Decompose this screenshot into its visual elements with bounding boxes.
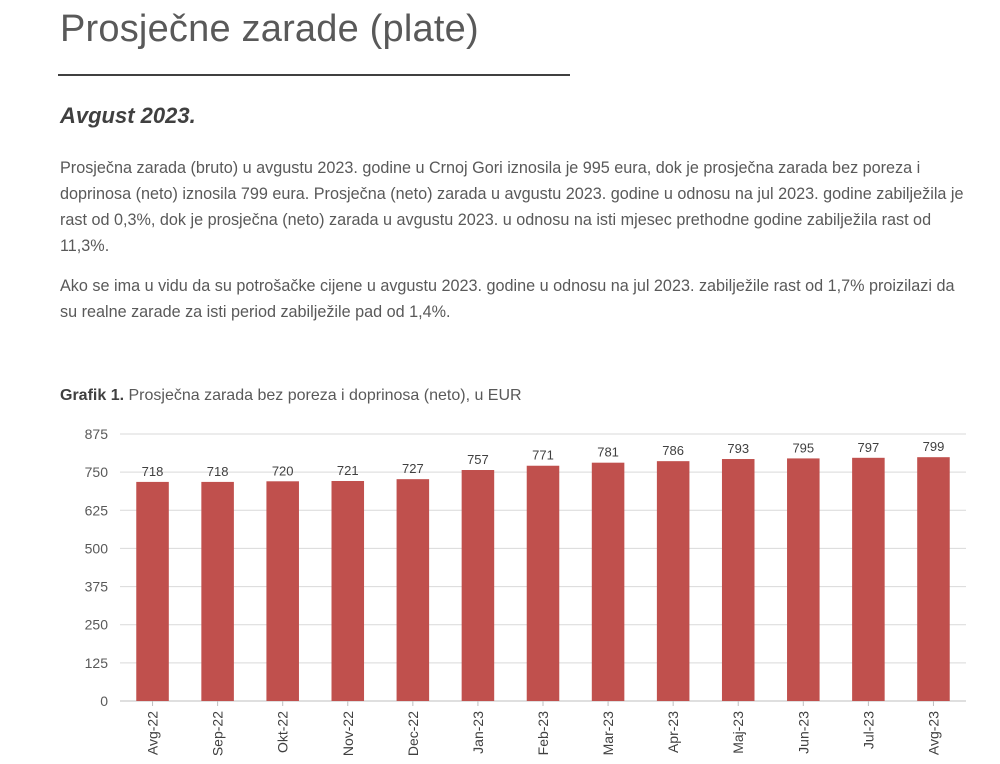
bar bbox=[917, 457, 950, 701]
x-tick-label: Mar-23 bbox=[600, 711, 616, 756]
y-tick-label: 500 bbox=[85, 540, 109, 556]
bar bbox=[721, 459, 755, 701]
paragraph-real-wages: Ako se ima u vidu da su potrošačke cijen… bbox=[60, 277, 955, 321]
bar-value-label: 721 bbox=[337, 463, 359, 478]
bar bbox=[331, 480, 365, 701]
y-tick-label: 250 bbox=[85, 617, 109, 633]
x-tick-label: Sep-22 bbox=[210, 711, 226, 756]
x-tick-label: Okt-22 bbox=[275, 711, 291, 753]
x-axis-ticks: Avg-22 Sep-22 Okt-22 Nov-22 Dec-22 Jan-23 Feb-… bbox=[145, 701, 941, 756]
bar bbox=[526, 465, 560, 701]
bar bbox=[136, 481, 169, 701]
x-tick-label: Feb-23 bbox=[535, 711, 551, 756]
bar bbox=[201, 481, 234, 701]
x-tick-label: Jun-23 bbox=[795, 711, 811, 754]
bar bbox=[787, 458, 820, 701]
bar-value-label: 771 bbox=[532, 448, 554, 463]
chart-bars bbox=[136, 457, 950, 701]
y-tick-label: 0 bbox=[100, 693, 108, 709]
y-tick-label: 750 bbox=[85, 464, 109, 480]
bar-value-label: 720 bbox=[272, 463, 294, 478]
y-tick-label: 875 bbox=[85, 426, 109, 442]
x-tick-label: Jan-23 bbox=[470, 711, 486, 754]
bar-value-label: 757 bbox=[467, 452, 489, 467]
x-tick-label: Jul-23 bbox=[860, 711, 876, 749]
bar-data-labels: 718 718 720 721 727 757 771 781 786 793 795 797 799 bbox=[142, 439, 945, 479]
x-tick-label: Dec-22 bbox=[405, 711, 421, 756]
section-subtitle: Avgust 2023. bbox=[60, 103, 196, 128]
x-tick-label: Avg-23 bbox=[925, 711, 941, 755]
y-tick-label: 375 bbox=[85, 579, 109, 595]
bar bbox=[266, 481, 299, 701]
bar-value-label: 795 bbox=[792, 440, 814, 455]
chart-caption: Grafik 1. Prosječna zarada bez poreza i … bbox=[60, 387, 522, 405]
bar-value-label: 718 bbox=[142, 464, 164, 479]
bar-value-label: 799 bbox=[923, 439, 945, 454]
bar-value-label: 718 bbox=[207, 464, 229, 479]
bar-value-label: 786 bbox=[662, 443, 684, 458]
bar-value-label: 781 bbox=[597, 445, 619, 460]
bar bbox=[591, 462, 625, 701]
bar-value-label: 793 bbox=[727, 441, 749, 456]
bar bbox=[396, 479, 430, 701]
title-divider bbox=[58, 74, 570, 76]
bar-value-label: 797 bbox=[858, 440, 880, 455]
y-tick-label: 625 bbox=[85, 502, 109, 518]
y-tick-label: 125 bbox=[85, 655, 109, 671]
page-title: Prosječne zarade (plate) bbox=[60, 8, 479, 50]
bar-chart: 0 125 250 375 500 625 750 875 718 718 720 721 727 75… bbox=[85, 426, 966, 756]
y-axis-ticks: 0 125 250 375 500 625 750 875 bbox=[85, 426, 109, 709]
bar-value-label: 727 bbox=[402, 461, 424, 476]
bar bbox=[656, 461, 690, 701]
bar bbox=[852, 457, 885, 701]
x-tick-label: Maj-23 bbox=[730, 711, 746, 754]
bar bbox=[461, 470, 495, 701]
chart-caption-text: Prosječna zarada bez poreza i doprinosa … bbox=[128, 387, 522, 404]
paragraph-wages: Prosječna zarada (bruto) u avgustu 2023.… bbox=[60, 159, 964, 255]
chart-caption-label: Grafik 1. bbox=[60, 387, 125, 404]
x-tick-label: Avg-22 bbox=[145, 711, 161, 755]
x-tick-label: Nov-22 bbox=[340, 711, 356, 756]
x-tick-label: Apr-23 bbox=[665, 711, 681, 753]
